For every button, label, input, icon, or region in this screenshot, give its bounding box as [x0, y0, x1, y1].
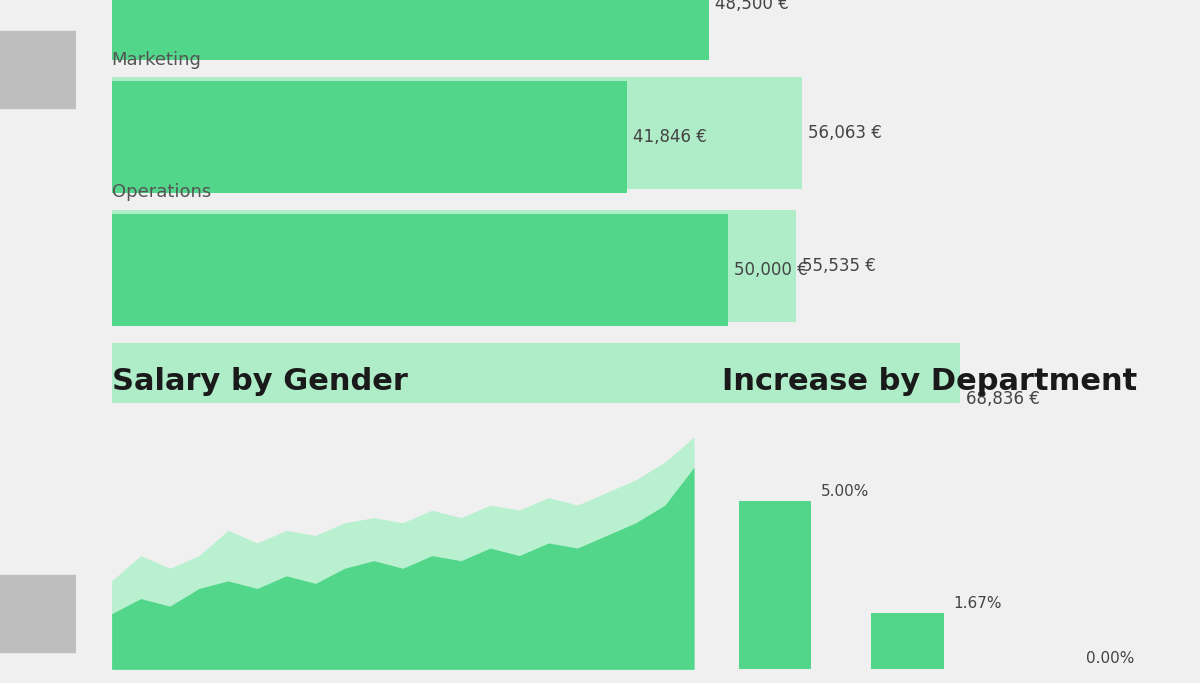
- Bar: [0, 31, 76, 108]
- Text: Marketing: Marketing: [112, 51, 202, 68]
- Text: 55,535 €: 55,535 €: [802, 257, 876, 275]
- Bar: [112, 342, 960, 456]
- Text: 50,000 €: 50,000 €: [733, 261, 808, 279]
- Bar: [739, 501, 811, 669]
- Text: 68,836 €: 68,836 €: [966, 390, 1039, 408]
- Bar: [871, 613, 943, 669]
- Bar: [112, 210, 796, 322]
- Bar: [112, 76, 803, 189]
- Text: 41,846 €: 41,846 €: [634, 128, 707, 146]
- Bar: [112, 81, 628, 193]
- Text: 5.00%: 5.00%: [821, 484, 870, 499]
- Bar: [112, 0, 709, 61]
- Text: Salary by Gender: Salary by Gender: [112, 367, 408, 396]
- Text: 56,063 €: 56,063 €: [809, 124, 882, 142]
- Text: 1.67%: 1.67%: [954, 596, 1002, 611]
- Text: 0.00%: 0.00%: [1086, 651, 1134, 666]
- Text: Increase by Department: Increase by Department: [722, 367, 1138, 396]
- Text: 48,500 €: 48,500 €: [715, 0, 790, 13]
- Bar: [112, 214, 727, 326]
- Bar: [0, 575, 76, 652]
- Text: Operations: Operations: [112, 184, 211, 201]
